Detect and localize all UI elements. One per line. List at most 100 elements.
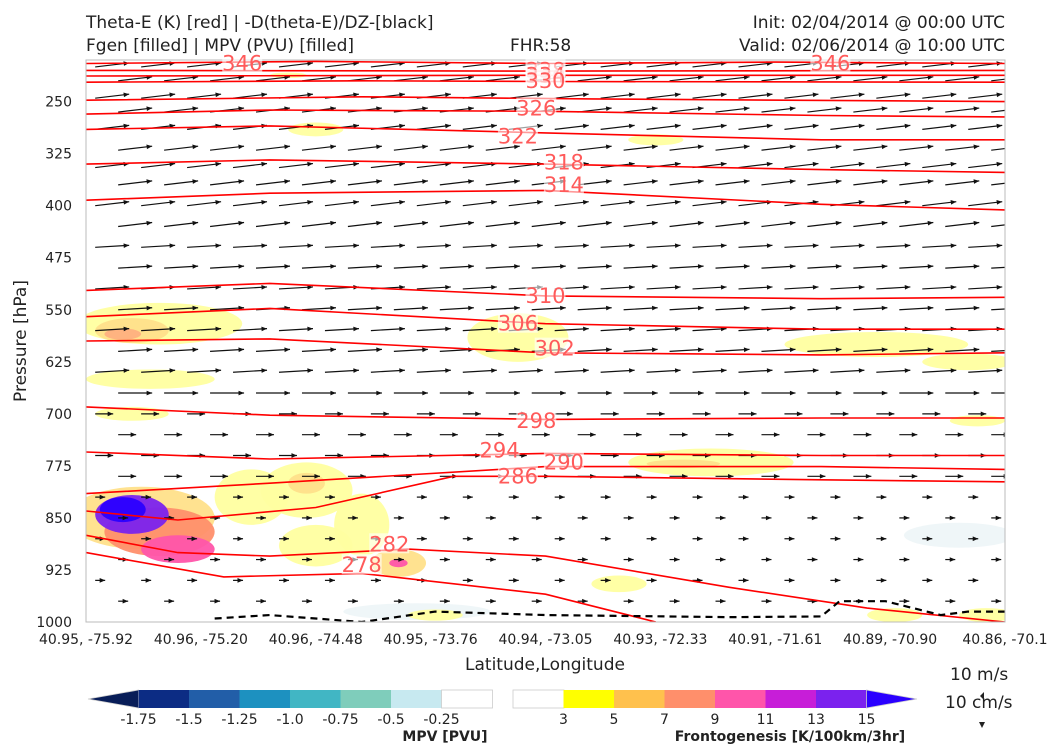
wind-arrowhead bbox=[444, 515, 450, 521]
wind-vector bbox=[210, 307, 245, 311]
wind-vector bbox=[646, 244, 681, 248]
wind-vector bbox=[393, 348, 428, 353]
wind-arrowhead bbox=[238, 390, 245, 396]
wind-arrowhead bbox=[215, 200, 222, 205]
wind-arrowhead bbox=[215, 92, 222, 98]
wind-arrowhead bbox=[337, 453, 343, 458]
wind-vector bbox=[830, 286, 865, 290]
wind-arrowhead bbox=[812, 243, 819, 248]
wind-vector bbox=[853, 76, 888, 82]
wind-arrowhead bbox=[881, 264, 888, 269]
wind-vector bbox=[715, 307, 750, 311]
wind-arrowhead bbox=[765, 515, 772, 521]
wind-arrowhead bbox=[238, 347, 245, 353]
theta-e-label: 282 bbox=[369, 532, 409, 556]
wind-vector bbox=[187, 62, 222, 68]
wind-vector bbox=[141, 244, 176, 248]
wind-arrowhead bbox=[973, 390, 980, 396]
wind-vector bbox=[324, 162, 360, 169]
wind-arrowhead bbox=[927, 390, 934, 396]
wind-arrowhead bbox=[1020, 347, 1026, 352]
wind-arrowhead bbox=[215, 161, 222, 167]
wind-arrowhead bbox=[536, 557, 542, 562]
wind-arrowhead bbox=[375, 494, 381, 500]
wind-arrowhead bbox=[146, 179, 153, 184]
wind-arrowhead bbox=[1019, 106, 1025, 111]
colorbar-tick: -1.0 bbox=[276, 712, 303, 728]
wind-arrowhead bbox=[628, 200, 635, 205]
wind-vector bbox=[922, 93, 957, 99]
wind-vector bbox=[118, 348, 153, 353]
x-tick-label: 40.86, -70.1 bbox=[962, 632, 1047, 648]
y-axis-label: Pressure [hPa] bbox=[11, 280, 31, 402]
wind-arrowhead bbox=[789, 347, 796, 353]
wind-arrowhead bbox=[1019, 145, 1025, 150]
wind-arrowhead bbox=[903, 515, 910, 521]
wind-vector bbox=[876, 369, 911, 373]
wind-arrowhead bbox=[651, 494, 657, 500]
wind-arrowhead bbox=[674, 284, 681, 290]
wind-vector bbox=[784, 244, 819, 248]
wind-vector bbox=[118, 221, 153, 228]
wind-vector bbox=[393, 265, 428, 269]
wind-arrowhead bbox=[514, 264, 520, 269]
wind-arrowhead bbox=[330, 264, 336, 269]
wind-arrowhead bbox=[927, 179, 934, 184]
wind-arrowhead bbox=[307, 326, 313, 332]
wind-arrowhead bbox=[903, 598, 910, 604]
wind-arrowhead bbox=[606, 390, 612, 396]
wind-vector bbox=[761, 180, 796, 186]
wind-vector bbox=[141, 93, 176, 99]
wind-vector bbox=[508, 201, 543, 207]
wind-arrowhead bbox=[605, 536, 611, 542]
wind-vector bbox=[278, 286, 314, 290]
colorbar-segment bbox=[816, 690, 867, 708]
wind-arrowhead bbox=[445, 200, 451, 205]
y-tick-label: 700 bbox=[45, 407, 72, 423]
wind-arrowhead bbox=[422, 220, 428, 226]
wind-vector bbox=[761, 107, 796, 113]
wind-vector bbox=[324, 369, 359, 373]
wind-vector bbox=[347, 145, 382, 151]
wind-arrowhead bbox=[1019, 75, 1025, 80]
wind-arrowhead bbox=[881, 144, 888, 150]
theta-e-label: 346 bbox=[810, 51, 850, 75]
wind-arrowhead bbox=[376, 347, 382, 353]
wind-arrowhead bbox=[169, 243, 176, 248]
wind-vector bbox=[899, 180, 934, 186]
wind-vector bbox=[623, 145, 658, 151]
wind-arrowhead bbox=[880, 494, 887, 500]
wind-vector bbox=[209, 76, 245, 82]
wind-arrowhead bbox=[651, 305, 658, 311]
wind-vector bbox=[164, 180, 199, 186]
colorbar-tick: -1.75 bbox=[120, 712, 156, 728]
wind-vector bbox=[991, 308, 1005, 311]
wind-arrowhead bbox=[583, 368, 589, 373]
wind-arrowhead bbox=[1020, 391, 1026, 396]
wind-vector bbox=[233, 286, 268, 290]
wind-vector bbox=[462, 369, 497, 373]
wind-arrowhead bbox=[399, 284, 405, 290]
wind-vector bbox=[692, 201, 727, 207]
theta-e-label: 286 bbox=[498, 464, 538, 488]
wind-arrowhead bbox=[996, 243, 1003, 248]
wind-vector bbox=[738, 286, 773, 290]
wind-arrowhead bbox=[146, 347, 153, 353]
wind-arrowhead bbox=[191, 494, 198, 500]
wind-vector bbox=[301, 348, 337, 353]
wind-arrowhead bbox=[606, 264, 612, 269]
wind-vector bbox=[784, 93, 819, 99]
wind-arrowhead bbox=[123, 92, 130, 98]
wind-arrowhead bbox=[421, 494, 427, 500]
theta-e-line bbox=[86, 534, 1005, 622]
wind-vector bbox=[692, 286, 727, 290]
wind-arrowhead bbox=[375, 578, 381, 583]
wind-vector bbox=[692, 124, 727, 130]
wind-arrowhead bbox=[214, 598, 221, 604]
wind-vector bbox=[278, 369, 314, 373]
wind-arrowhead bbox=[468, 390, 474, 396]
wind-arrowhead bbox=[705, 411, 711, 417]
wind-arrowhead bbox=[743, 390, 750, 396]
wind-vector bbox=[807, 307, 842, 311]
wind-arrowhead bbox=[491, 284, 497, 290]
